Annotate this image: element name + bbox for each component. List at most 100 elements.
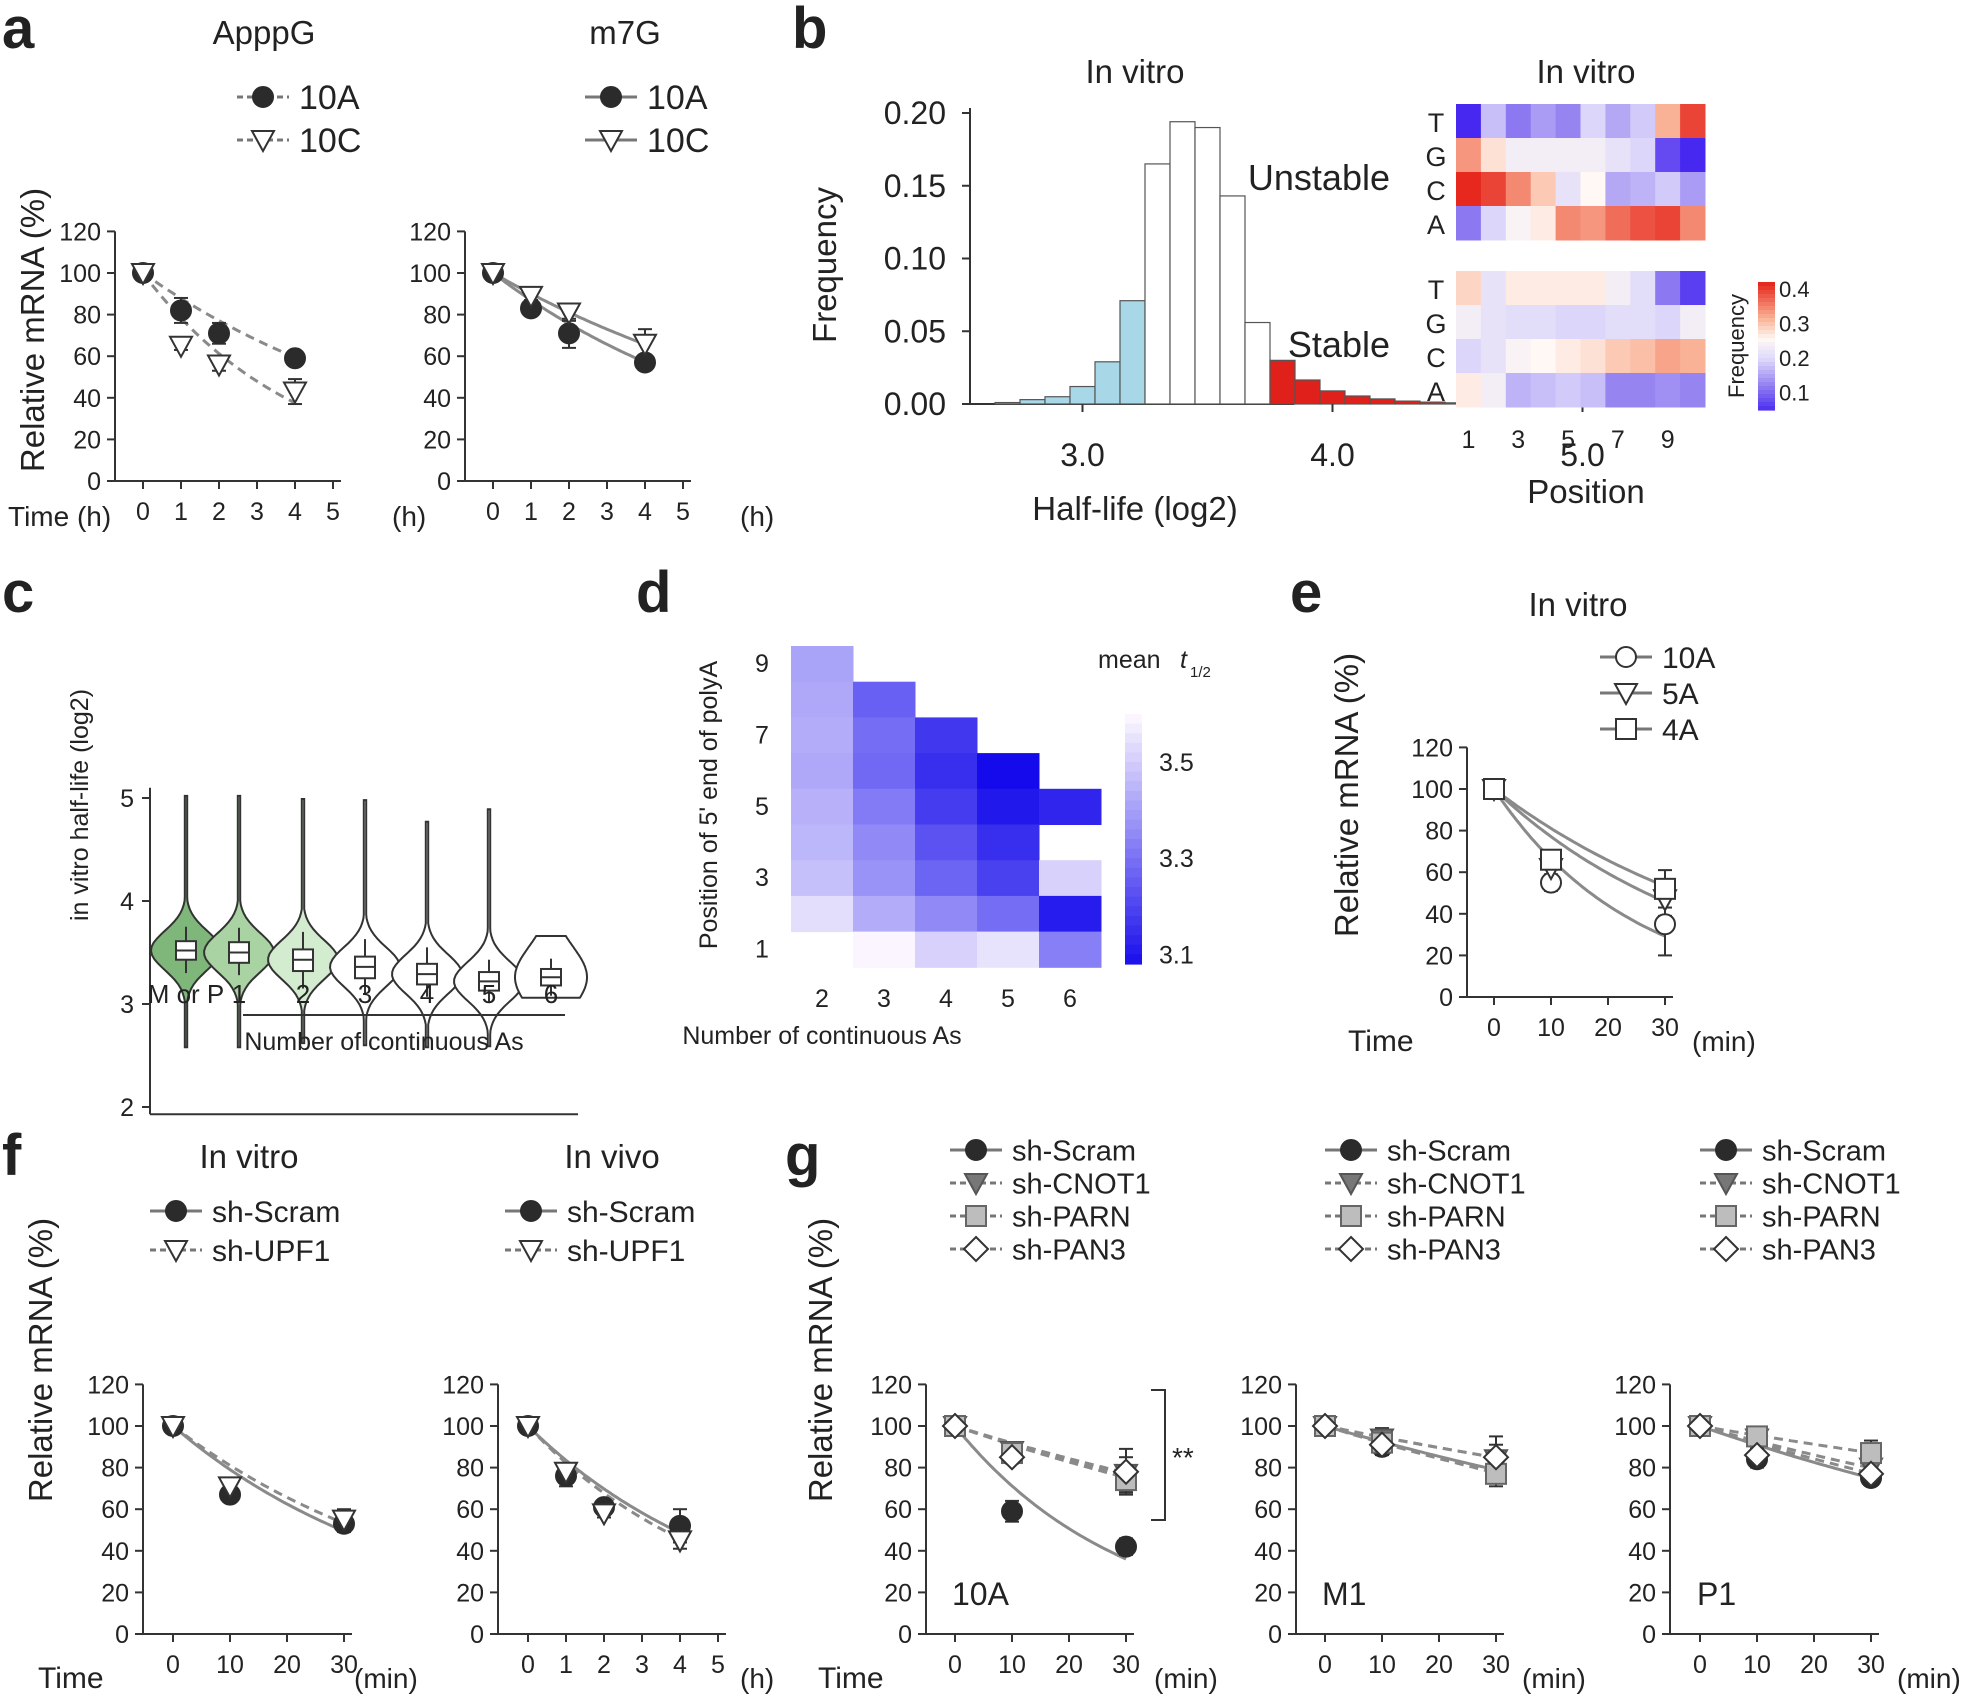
f2-y-tick-label: 100 bbox=[442, 1413, 484, 1441]
b-heatmap-x-tick-label: 7 bbox=[1611, 426, 1625, 454]
a2-legend-label-10A: 10A bbox=[647, 79, 708, 117]
d-heatmap-cell bbox=[791, 681, 854, 718]
b-colorbar-tick-label: 0.2 bbox=[1779, 346, 1810, 371]
g2-fit-curve-0 bbox=[1324, 1424, 1497, 1472]
a-x-axis-label: Time (h) bbox=[8, 501, 111, 532]
b-heatmap-cell bbox=[1505, 206, 1532, 241]
b-heatmap-cell bbox=[1456, 373, 1482, 408]
c-violin-5 bbox=[453, 808, 525, 1048]
e-time-label: Time bbox=[1348, 1025, 1414, 1058]
e-fit-curve-1 bbox=[1492, 787, 1666, 904]
b-heatmap-row-label: G bbox=[1425, 142, 1446, 172]
g3-y-tick-label: 80 bbox=[1628, 1455, 1656, 1483]
g1-y-tick-label: 40 bbox=[884, 1538, 912, 1566]
g-y-axis-label: Relative mRNA (%) bbox=[802, 1218, 839, 1502]
b-heatmap-cell bbox=[1480, 172, 1507, 207]
d-heatmap-cell bbox=[1039, 788, 1102, 825]
a1-x-tick-label: 4 bbox=[288, 498, 302, 526]
f1-y-tick-label: 100 bbox=[87, 1413, 129, 1441]
c-x-tick-label: M or P bbox=[148, 979, 225, 1009]
a1-x-tick-label: 3 bbox=[250, 498, 264, 526]
f1-x-tick-label: 10 bbox=[216, 1651, 244, 1679]
b-colorbar-label: Frequency bbox=[1724, 294, 1749, 398]
d-heatmap-cell bbox=[915, 860, 978, 897]
b-colorbar-segment bbox=[1758, 338, 1775, 343]
a1-y-tick-label: 120 bbox=[59, 218, 101, 246]
b-heatmap-row-label: T bbox=[1428, 275, 1445, 305]
b-colorbar-segment bbox=[1758, 286, 1775, 291]
b-heatmap-cell bbox=[1655, 138, 1681, 173]
a1-x-tick-label: 0 bbox=[136, 498, 150, 526]
d-y-axis-label: Position of 5' end of polyA bbox=[695, 661, 723, 950]
f2-point-sh-UPF1 bbox=[553, 1461, 579, 1485]
a1-legend-label-10A: 10A bbox=[299, 79, 360, 117]
a1-y-tick-label: 20 bbox=[73, 426, 101, 454]
a1-y-tick-label: 100 bbox=[59, 260, 101, 288]
b-unstable-label: Unstable bbox=[1248, 157, 1390, 198]
d-colorbar-segment bbox=[1125, 915, 1142, 927]
g1-x-tick-label: 30 bbox=[1112, 1651, 1140, 1679]
b-heatmap-cell bbox=[1456, 305, 1482, 340]
b-hist-bar bbox=[994, 401, 1021, 405]
g3-label: P1 bbox=[1697, 1576, 1736, 1612]
f2-y-tick-label: 0 bbox=[470, 1621, 484, 1649]
a1-x-tick-label: 1 bbox=[174, 498, 188, 526]
a2-x-tick-label: 2 bbox=[562, 498, 576, 526]
g3-y-tick-label: 120 bbox=[1614, 1371, 1656, 1399]
g1-y-tick-label: 80 bbox=[884, 1455, 912, 1483]
b-colorbar-segment bbox=[1758, 294, 1775, 299]
b-heatmap-row-label: C bbox=[1426, 343, 1446, 373]
b-hist-bar bbox=[1394, 400, 1421, 405]
g1-legend-marker bbox=[965, 1139, 987, 1161]
b-heatmap-row-label: A bbox=[1427, 377, 1445, 407]
b-heatmap-row-label: C bbox=[1426, 176, 1446, 206]
b-heatmap-cell bbox=[1580, 373, 1606, 408]
d-colorbar-title: mean bbox=[1098, 646, 1161, 674]
d-colorbar-segment bbox=[1125, 771, 1142, 782]
d-colorbar-segment bbox=[1125, 858, 1142, 869]
g2-x-tick-label: 30 bbox=[1482, 1651, 1510, 1679]
g3-point-sh-PAN3 bbox=[1686, 1412, 1714, 1440]
g1-legend-marker bbox=[965, 1205, 987, 1227]
e-point-4A bbox=[1540, 848, 1562, 871]
b-hist-bar bbox=[1294, 379, 1321, 405]
panel-letter-f: f bbox=[2, 1123, 22, 1188]
b-heatmap-cell bbox=[1655, 104, 1681, 139]
d-y-tick-label: 3 bbox=[755, 864, 769, 892]
b-heatmap-cell bbox=[1605, 206, 1631, 241]
b-heatmap-cell bbox=[1630, 206, 1656, 241]
d-x-axis-label: Number of continuous As bbox=[682, 1022, 961, 1050]
a-y-axis-label: Relative mRNA (%) bbox=[14, 188, 51, 472]
panel-letter-e: e bbox=[1290, 560, 1322, 625]
b-heatmap-cell bbox=[1505, 305, 1532, 340]
a2-y-tick-label: 20 bbox=[423, 426, 451, 454]
f1-x-tick-label: 20 bbox=[273, 1651, 301, 1679]
d-colorbar-segment bbox=[1125, 829, 1142, 840]
g1-x-tick-label: 10 bbox=[998, 1651, 1026, 1679]
a1-point-10C bbox=[130, 263, 156, 287]
b-heatmap-cell bbox=[1605, 138, 1631, 173]
d-heatmap-cell bbox=[1039, 895, 1102, 933]
f1-fit-curve-0 bbox=[172, 1424, 345, 1533]
f2-y-tick-label: 80 bbox=[456, 1455, 484, 1483]
b-hist-bar bbox=[1194, 126, 1221, 405]
g3-point-sh-PAN3 bbox=[1743, 1441, 1771, 1469]
b-hist-y-tick-label: 0.15 bbox=[884, 168, 946, 204]
b-heatmap-cell bbox=[1655, 339, 1681, 374]
b-heatmap-cell bbox=[1480, 206, 1507, 241]
b-heatmap-cell bbox=[1605, 305, 1631, 340]
d-heatmap-cell bbox=[853, 788, 916, 825]
d-heatmap-cell bbox=[915, 717, 978, 754]
b-heatmap-row-label: A bbox=[1427, 210, 1445, 240]
d-heatmap-cell bbox=[977, 860, 1040, 897]
g1-point-sh-Scram bbox=[1115, 1535, 1137, 1558]
b-heatmap-cell bbox=[1456, 104, 1482, 139]
g1-significance-label: ** bbox=[1172, 1442, 1194, 1473]
b-heatmap-cell bbox=[1630, 172, 1656, 207]
g2-x-tick-label: 10 bbox=[1368, 1651, 1396, 1679]
c-x-tick-label: 6 bbox=[544, 979, 558, 1009]
g1-label: 10A bbox=[952, 1576, 1010, 1612]
g2-y-tick-label: 40 bbox=[1254, 1538, 1282, 1566]
g1-legend-label-sh-CNOT1: sh-CNOT1 bbox=[1012, 1168, 1151, 1200]
